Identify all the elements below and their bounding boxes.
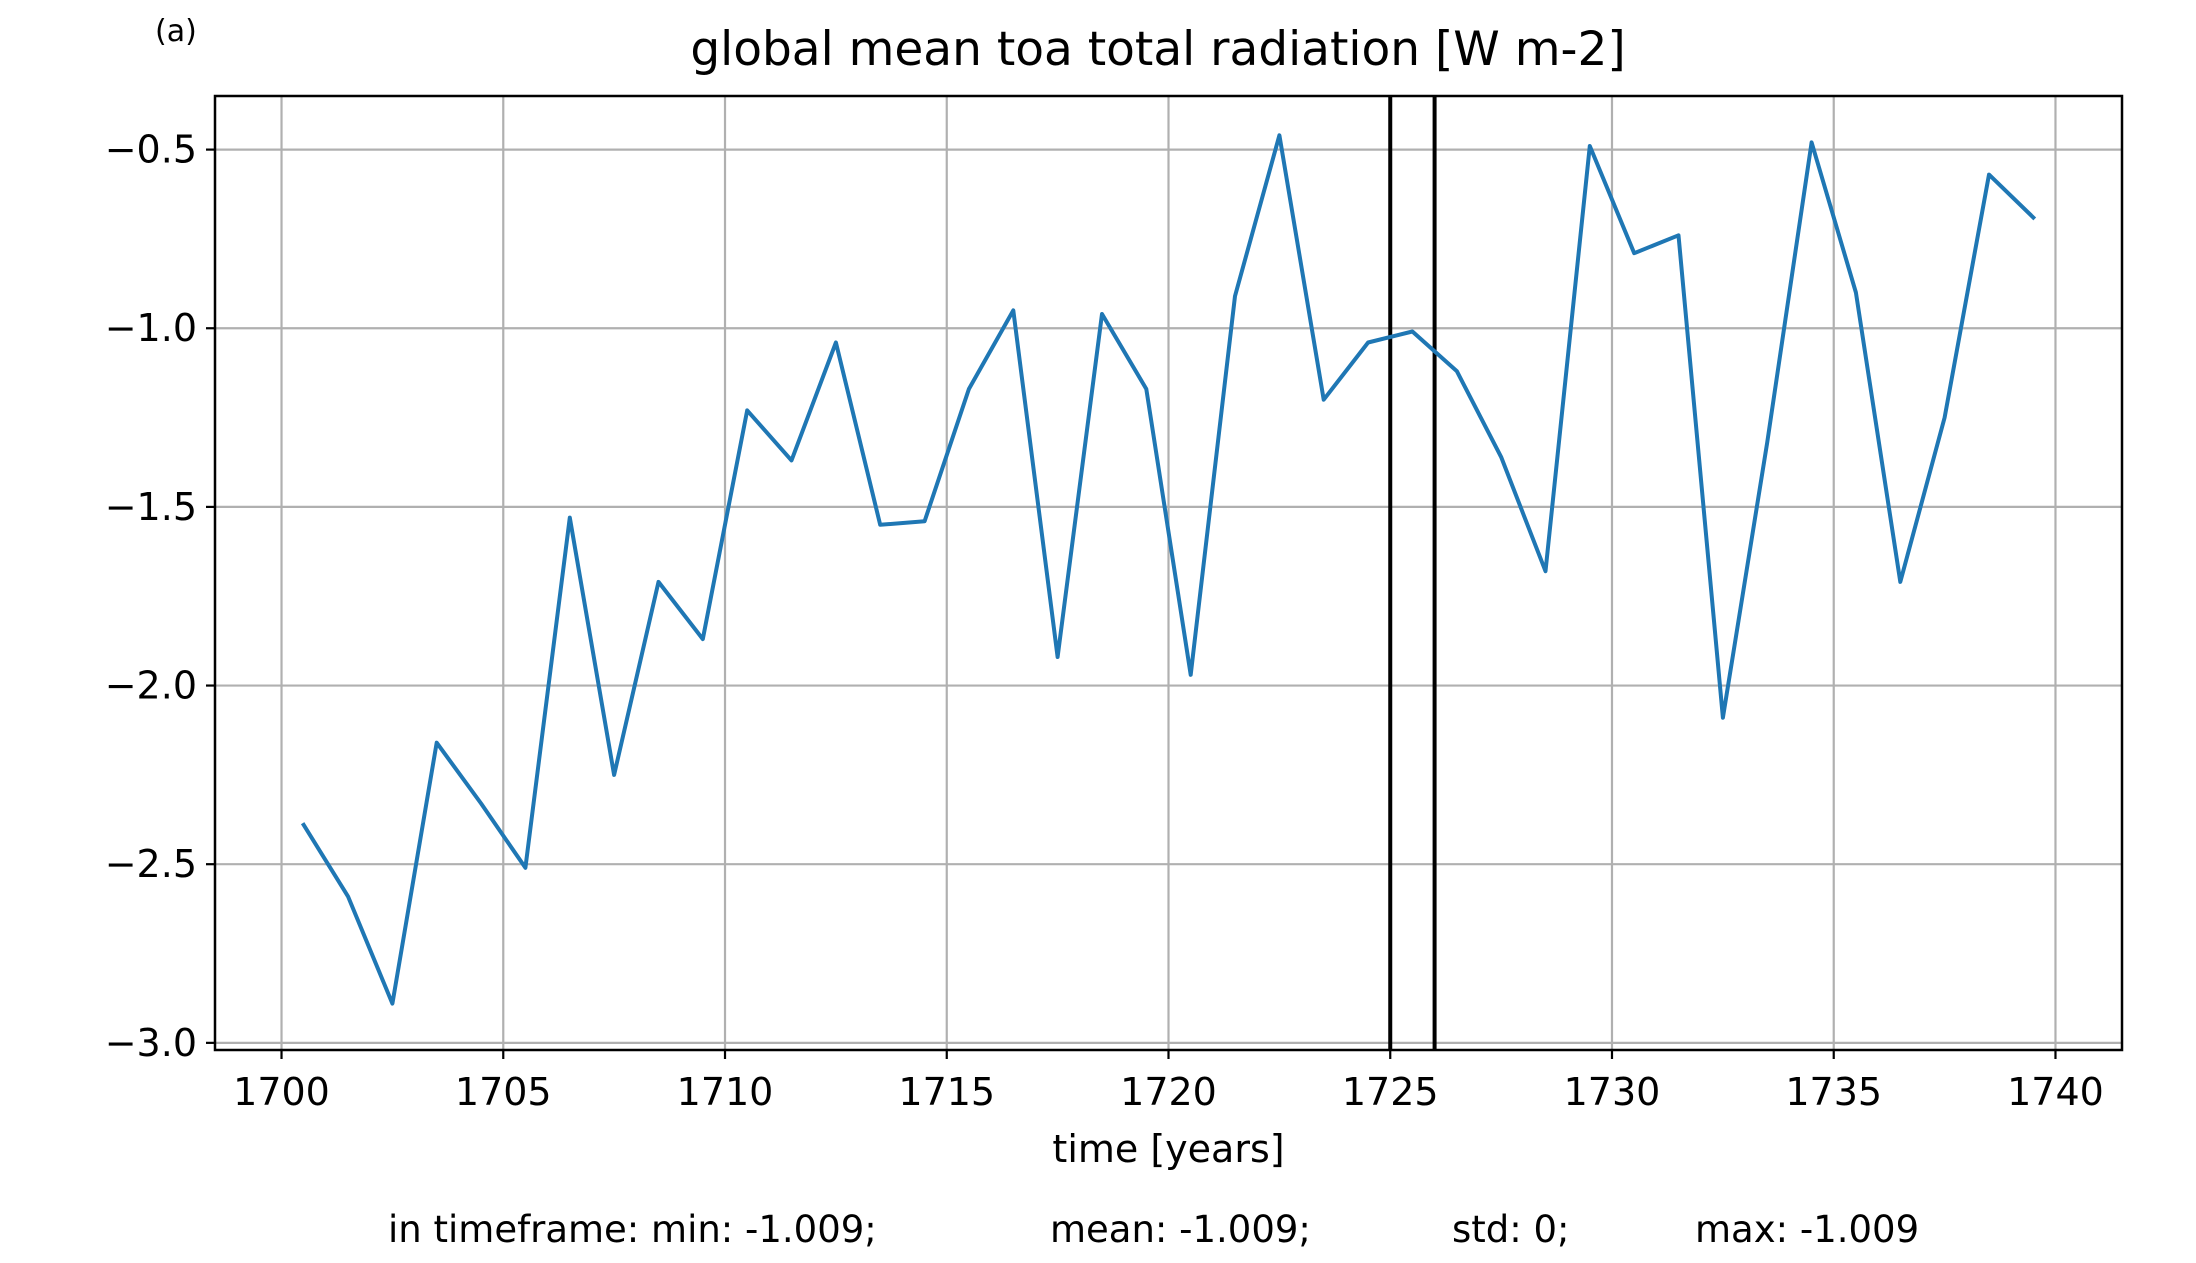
x-tick-label: 1710 (677, 1070, 774, 1114)
y-axis-ticks: −0.5 −1.0 −1.5 −2.0 −2.5 −3.0 (105, 128, 215, 1065)
stat-mean: mean: -1.009; (1050, 1208, 1311, 1251)
x-tick-label: 1720 (1120, 1070, 1217, 1114)
series-group (300, 133, 2037, 1006)
chart-title: global mean toa total radiation [W m-2] (690, 22, 1626, 77)
y-tick-label: −2.5 (105, 842, 197, 886)
y-tick-label: −1.5 (105, 485, 197, 529)
x-tick-label: 1740 (2007, 1070, 2104, 1114)
y-tick-label: −1.0 (105, 306, 197, 350)
y-tick-label: −0.5 (105, 128, 197, 172)
stat-min: in timeframe: min: -1.009; (388, 1208, 877, 1251)
x-tick-label: 1715 (898, 1070, 995, 1114)
vertical-markers (1388, 96, 1437, 1050)
x-tick-label: 1725 (1342, 1070, 1439, 1114)
stat-std: std: 0; (1452, 1208, 1570, 1251)
y-tick-label: −3.0 (105, 1021, 197, 1065)
y-tick-label: −2.0 (105, 664, 197, 708)
x-tick-label: 1730 (1564, 1070, 1661, 1114)
grid-lines (215, 96, 2122, 1050)
x-tick-label: 1700 (233, 1070, 330, 1114)
x-axis-ticks: 1700 1705 1710 1715 1720 1725 1730 1735 1740 (233, 1050, 2104, 1114)
x-tick-label: 1705 (455, 1070, 552, 1114)
x-tick-label: 1735 (1785, 1070, 1882, 1114)
series-line (300, 133, 2037, 1006)
x-axis-label: time [years] (1052, 1127, 1284, 1171)
panel-label: (a) (155, 14, 197, 49)
stat-max: max: -1.009 (1695, 1208, 1920, 1251)
